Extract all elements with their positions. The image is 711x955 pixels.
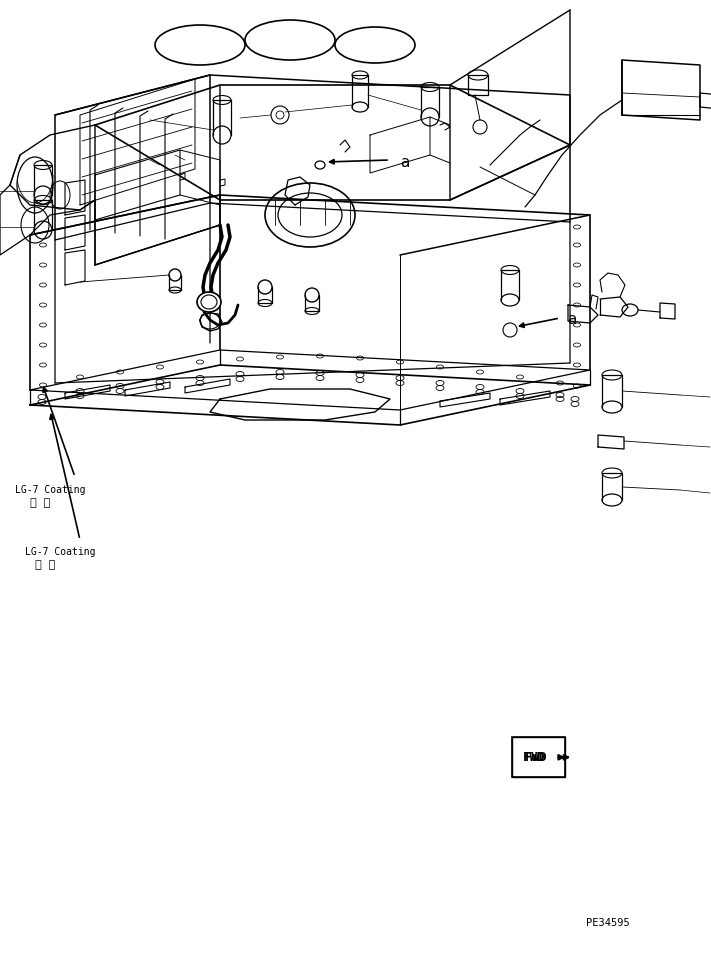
Text: a: a	[400, 156, 410, 171]
Ellipse shape	[197, 292, 221, 312]
Text: 塗 布: 塗 布	[35, 560, 55, 570]
Bar	[512, 737, 565, 777]
Text: LG-7 Coating: LG-7 Coating	[25, 547, 95, 557]
Text: PE34595: PE34595	[586, 919, 630, 928]
Text: 塗 布: 塗 布	[30, 498, 50, 508]
Text: LG-7 Coating: LG-7 Coating	[15, 485, 85, 495]
Bar	[512, 737, 565, 777]
Text: a: a	[567, 312, 577, 328]
Text: FWD: FWD	[525, 751, 547, 764]
Text: FWD: FWD	[523, 751, 545, 764]
